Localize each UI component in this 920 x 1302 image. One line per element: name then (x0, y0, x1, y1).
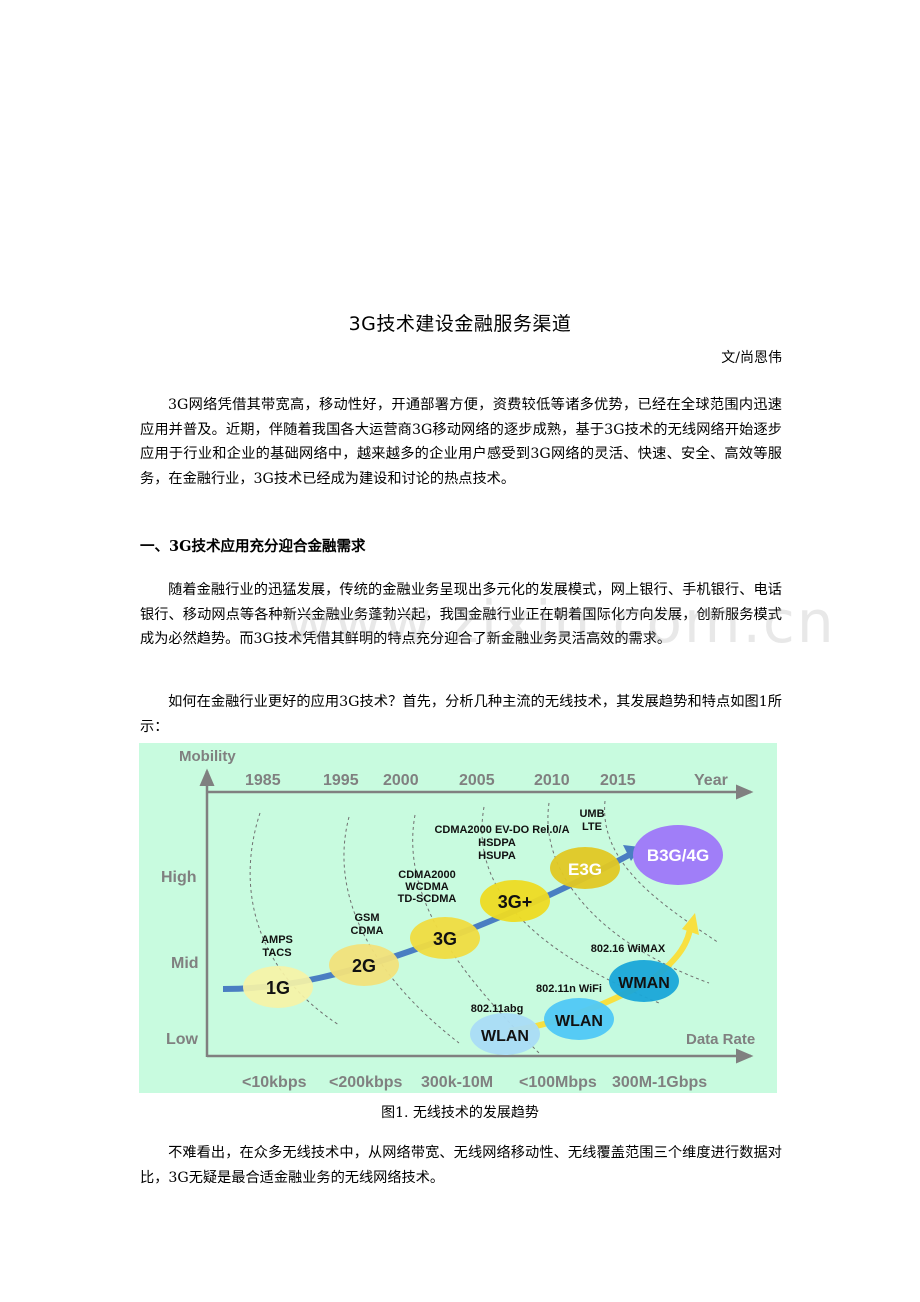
tech-3g-plus: HSDPA (478, 837, 516, 849)
year-tick: 1995 (323, 772, 359, 789)
mobility-level: Low (166, 1031, 199, 1048)
tech-3g: WCDMA (405, 881, 448, 893)
bubble-wlan-abg-label: WLAN (481, 1028, 529, 1045)
year-tick: 1985 (245, 772, 281, 789)
bubble-1g (243, 966, 313, 1008)
data-rate-tick: <100Mbps (519, 1074, 597, 1091)
y-axis-label: Mobility (179, 748, 236, 765)
bubble-e3g (550, 847, 620, 889)
analysis-paragraph-text: 如何在金融行业更好的应用3G技术？首先，分析几种主流的无线技术，其发展趋势和特点… (140, 694, 782, 735)
data-rate-axis-label: Data Rate (686, 1031, 755, 1048)
tech-wman: 802.16 WiMAX (591, 943, 666, 955)
conclusion-paragraph: 不难看出，在众多无线技术中，从网络带宽、无线网络移动性、无线覆盖范围三个维度进行… (140, 1141, 782, 1190)
tech-3g-plus: CDMA2000 EV-DO Rel.0/A (434, 824, 569, 836)
analysis-paragraph: 如何在金融行业更好的应用3G技术？首先，分析几种主流的无线技术，其发展趋势和特点… (140, 690, 782, 739)
tech-1g: AMPS (261, 934, 293, 946)
conclusion-paragraph-text: 不难看出，在众多无线技术中，从网络带宽、无线网络移动性、无线覆盖范围三个维度进行… (140, 1145, 782, 1186)
tech-2g: CDMA (351, 925, 384, 937)
year-tick: 2005 (459, 772, 495, 789)
bubble-2g-label: 2G (352, 956, 376, 976)
intro-paragraph: 3G网络凭借其带宽高，移动性好，开通部署方便，资费较低等诸多优势，已经在全球范围… (140, 393, 782, 491)
tech-1g: TACS (262, 947, 291, 959)
bubble-1g-label: 1G (266, 978, 290, 998)
intro-paragraph-text: 3G网络凭借其带宽高，移动性好，开通部署方便，资费较低等诸多优势，已经在全球范围… (140, 397, 782, 487)
finance-paragraph: 随着金融行业的迅猛发展，传统的金融业务呈现出多元化的发展模式，网上银行、手机银行… (140, 578, 782, 652)
year-tick: 2010 (534, 772, 570, 789)
section-heading: 一、3G技术应用充分迎合金融需求 (140, 538, 366, 555)
bubble-wlan-n (544, 998, 614, 1040)
tech-3g: TD-SCDMA (398, 893, 457, 905)
bubble-wlan-abg (470, 1013, 540, 1055)
bubble-wman (609, 960, 679, 1002)
data-rate-tick: 300k-10M (421, 1074, 493, 1091)
document-title: 3G技术建设金融服务渠道 (348, 313, 572, 335)
figure-caption: 图1. 无线技术的发展趋势 (381, 1105, 539, 1121)
bubble-2g (329, 944, 399, 986)
tech-wlan-abg: 802.11abg (471, 1003, 524, 1015)
data-rate-tick: <200kbps (329, 1074, 402, 1091)
year-tick: 2000 (383, 772, 419, 789)
tech-3g: CDMA2000 (398, 869, 455, 881)
bubble-e3g-label: E3G (568, 860, 602, 879)
tech-2g: GSM (354, 912, 379, 924)
tech-e3g: LTE (582, 821, 602, 833)
bubble-wman-label: WMAN (618, 975, 670, 992)
wireless-trend-figure: Mobility Year Data Rate 1985 1995 2000 2… (139, 743, 777, 1093)
year-axis-label: Year (694, 772, 728, 789)
tech-e3g: UMB (579, 808, 604, 820)
tech-wlan-n: 802.11n WiFi (536, 983, 602, 995)
author-byline: 文/尚恩伟 (721, 350, 782, 366)
bubble-b3g-4g (633, 825, 723, 885)
wireless-arrow-head (682, 913, 699, 935)
data-rate-tick: 300M-1Gbps (612, 1074, 707, 1091)
bubble-3g-plus-label: 3G+ (498, 892, 533, 912)
bubble-3g-label: 3G (433, 929, 457, 949)
bubble-wlan-n-label: WLAN (555, 1013, 603, 1030)
mobility-level: Mid (171, 955, 199, 972)
tech-3g-plus: HSUPA (478, 850, 516, 862)
bubble-b3g-4g-label: B3G/4G (647, 846, 709, 865)
bubble-3g (410, 917, 480, 959)
bubble-3g-plus (480, 880, 550, 922)
mobility-level: High (161, 869, 197, 886)
finance-paragraph-text: 随着金融行业的迅猛发展，传统的金融业务呈现出多元化的发展模式，网上银行、手机银行… (140, 582, 782, 647)
data-rate-tick: <10kbps (242, 1074, 307, 1091)
year-tick: 2015 (600, 772, 636, 789)
